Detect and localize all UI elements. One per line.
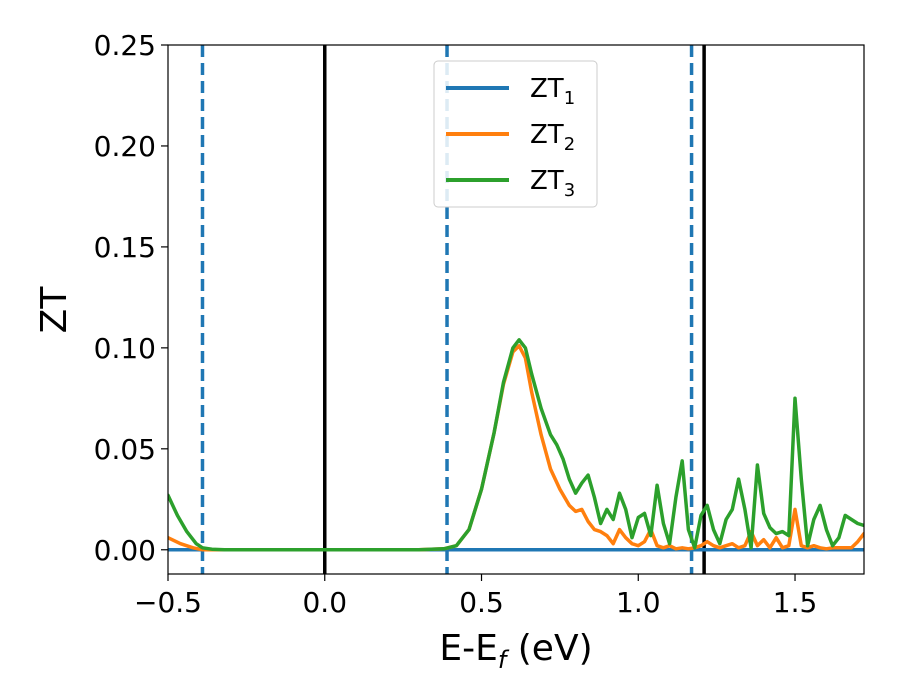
x-axis-title-main: E-E [439,628,497,669]
x-axis-title: E-Ef (eV) [439,628,592,674]
legend-box [433,60,598,208]
plot-area [168,45,864,574]
legend-label-zt2-sub: 2 [564,134,575,155]
x-tick-label: 1.0 [616,586,661,619]
x-tick-label: −0.5 [134,586,202,619]
legend-label-zt1-main: ZT [530,74,564,104]
legend-label-zt1-sub: 1 [564,88,575,109]
y-axis: 0.00 0.05 0.10 0.15 0.20 0.25 [94,29,168,567]
y-tick-label: 0.00 [94,534,156,567]
legend-label-zt1: ZT1 [530,74,575,109]
legend-label-zt3-main: ZT [530,166,564,196]
y-tick-label: 0.15 [94,231,156,264]
plot-contents [168,45,864,574]
legend-label-zt3-sub: 3 [564,180,575,201]
x-axis: −0.5 0.0 0.5 1.0 1.5 [134,574,817,619]
x-tick-label: 1.5 [773,586,818,619]
x-tick-label: 0.5 [459,586,504,619]
y-tick-label: 0.25 [94,29,156,62]
legend-label-zt2: ZT2 [530,120,575,155]
x-tick-label: 0.0 [302,586,347,619]
x-axis-title-unit: (eV) [506,628,592,669]
legend-label-zt3: ZT3 [530,166,575,201]
legend: ZT1 ZT2 ZT3 [433,60,598,208]
y-tick-label: 0.05 [94,433,156,466]
plot-frame [167,44,865,575]
y-tick-label: 0.10 [94,332,156,365]
y-axis-title: ZT [34,286,75,334]
legend-label-zt2-main: ZT [530,120,564,150]
series-line-zt2 [168,344,864,552]
y-tick-label: 0.20 [94,130,156,163]
series-line-zt3 [168,338,864,552]
